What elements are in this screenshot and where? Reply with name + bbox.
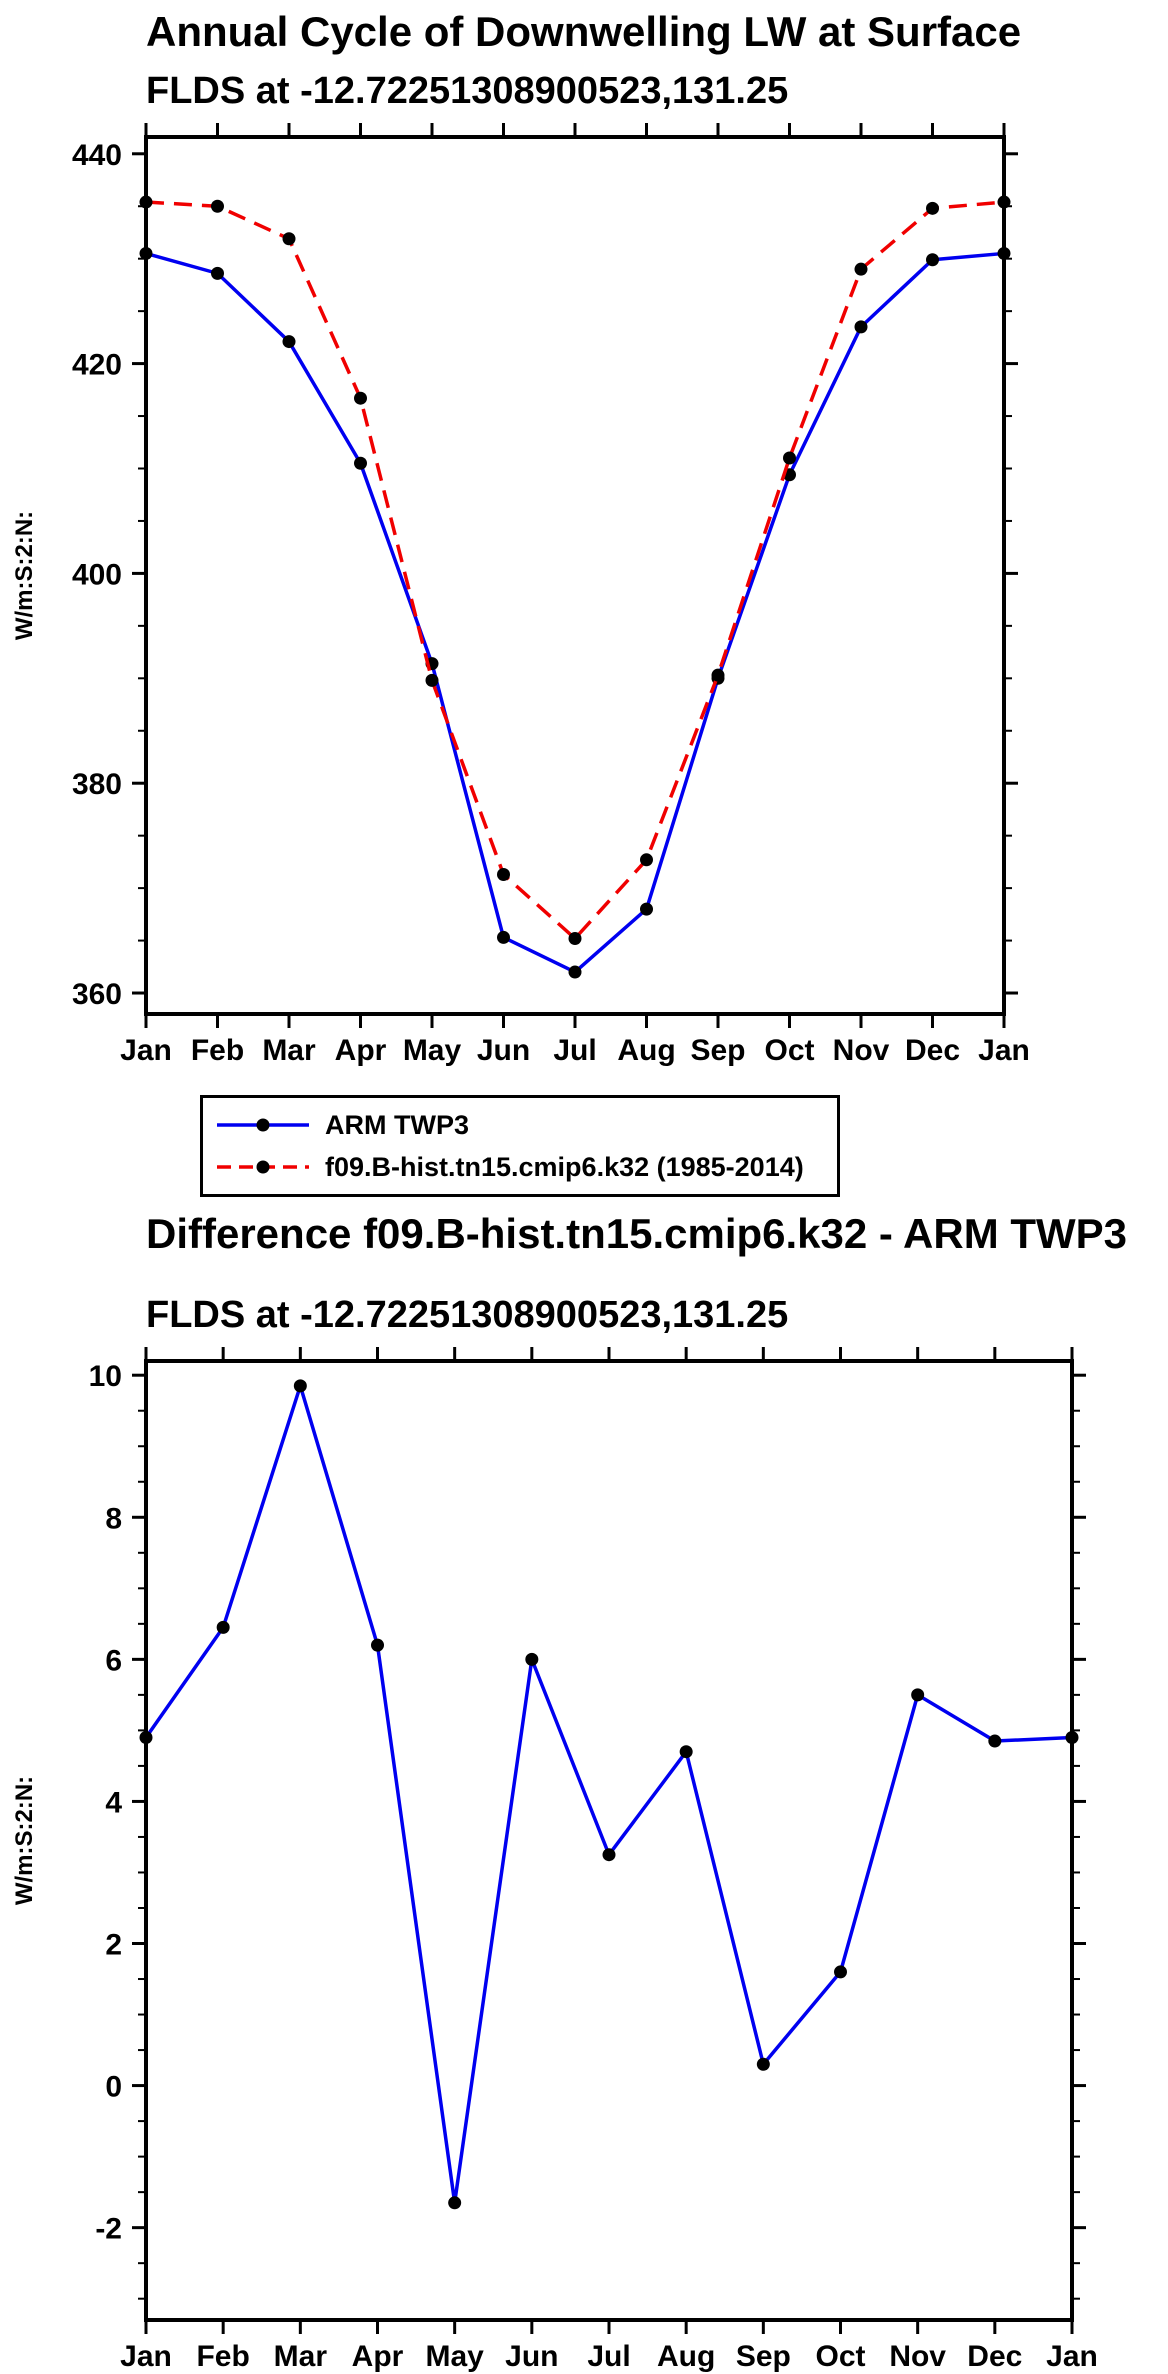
svg-text:Dec: Dec: [905, 1034, 960, 1067]
svg-text:Sep: Sep: [736, 2340, 791, 2373]
legend-label-model: f09.B-hist.tn15.cmip6.k32 (1985-2014): [325, 1151, 804, 1182]
svg-text:Nov: Nov: [889, 2340, 946, 2373]
svg-text:Feb: Feb: [196, 2340, 249, 2373]
svg-text:W/m:S:2:N:: W/m:S:2:N:: [11, 511, 38, 640]
svg-text:Feb: Feb: [191, 1034, 244, 1067]
svg-text:-2: -2: [95, 2213, 122, 2246]
svg-text:Jul: Jul: [587, 2340, 630, 2373]
svg-text:400: 400: [72, 558, 122, 591]
annual-cycle-title: Annual Cycle of Downwelling LW at Surfac…: [146, 8, 1022, 55]
svg-text:4: 4: [105, 1786, 122, 1819]
svg-text:Jan: Jan: [1046, 2340, 1098, 2373]
svg-text:Jan: Jan: [978, 1034, 1030, 1067]
svg-text:440: 440: [72, 139, 122, 172]
svg-text:Jun: Jun: [505, 2340, 558, 2373]
svg-text:0: 0: [105, 2071, 122, 2104]
annual-cycle-subtitle: FLDS at -12.72251308900523,131.25: [146, 70, 789, 112]
svg-text:Aug: Aug: [657, 2340, 715, 2373]
svg-text:May: May: [403, 1034, 462, 1067]
svg-text:Oct: Oct: [764, 1034, 814, 1067]
svg-text:Mar: Mar: [274, 2340, 328, 2373]
legend-solid-line-icon: [217, 1118, 309, 1132]
difference-subtitle: FLDS at -12.72251308900523,131.25: [146, 1294, 789, 1336]
legend-label-arm-twp3: ARM TWP3: [325, 1109, 469, 1140]
svg-text:6: 6: [105, 1644, 122, 1677]
legend-item-arm-twp3: ARM TWP3: [213, 1104, 827, 1146]
svg-text:May: May: [425, 2340, 484, 2373]
svg-text:Jun: Jun: [477, 1034, 530, 1067]
svg-text:420: 420: [72, 349, 122, 382]
svg-text:8: 8: [105, 1502, 122, 1535]
svg-text:Aug: Aug: [617, 1034, 675, 1067]
svg-text:380: 380: [72, 768, 122, 801]
difference-title: Difference f09.B-hist.tn15.cmip6.k32 - A…: [146, 1210, 1128, 1257]
svg-text:Oct: Oct: [815, 2340, 865, 2373]
svg-text:Mar: Mar: [262, 1034, 316, 1067]
svg-text:W/m:S:2:N:: W/m:S:2:N:: [11, 1776, 38, 1905]
svg-text:Jul: Jul: [553, 1034, 596, 1067]
svg-text:10: 10: [89, 1360, 122, 1393]
svg-text:Apr: Apr: [352, 2340, 404, 2373]
svg-text:Jan: Jan: [120, 2340, 172, 2373]
svg-text:Sep: Sep: [690, 1034, 745, 1067]
legend-item-model: f09.B-hist.tn15.cmip6.k32 (1985-2014): [213, 1146, 827, 1188]
annual-cycle-plot: 360 380 400 420 440 Jan Feb Mar Apr May Jun Jul Aug S…: [11, 123, 1030, 1067]
svg-text:2: 2: [105, 1929, 122, 1962]
legend-box: ARM TWP3 f09.B-hist.tn15.cmip6.k32 (1985…: [200, 1095, 840, 1197]
difference-plot: -2 0 2 4 6 8 10 Jan Feb Mar Apr May Jun Jul Aug Sep Oct N…: [11, 1347, 1098, 2373]
svg-text:Nov: Nov: [833, 1034, 890, 1067]
legend-dashed-line-icon: [217, 1160, 309, 1174]
svg-text:360: 360: [72, 978, 122, 1011]
svg-text:Jan: Jan: [120, 1034, 172, 1067]
svg-text:Dec: Dec: [967, 2340, 1022, 2373]
svg-text:Apr: Apr: [335, 1034, 387, 1067]
